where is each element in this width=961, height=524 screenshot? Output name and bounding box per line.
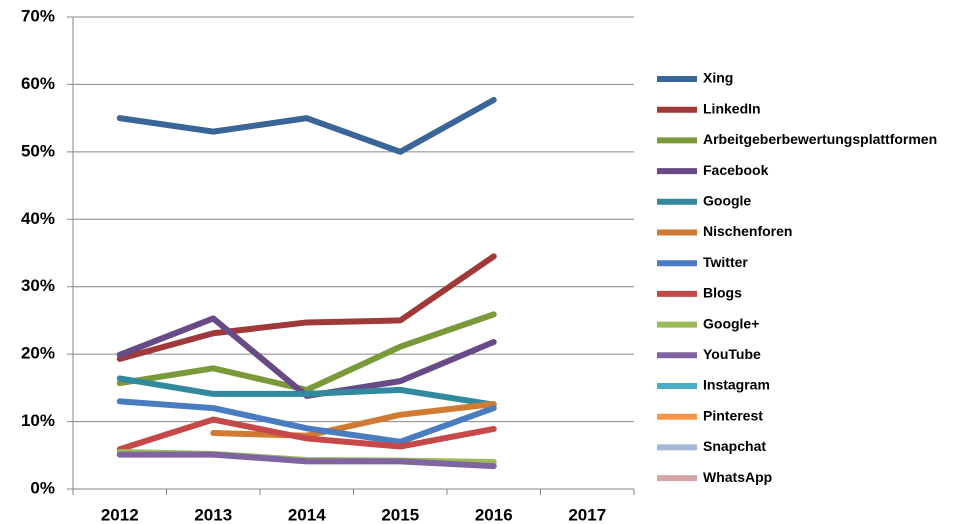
series-line (116, 253, 497, 362)
x-tick-label: 2014 (288, 505, 326, 524)
y-tick-label: 30% (21, 276, 55, 295)
legend-label: Xing (703, 70, 733, 86)
legend-label: Instagram (703, 377, 770, 393)
legend-label: YouTube (703, 346, 761, 362)
series-line (210, 401, 497, 439)
series-line (116, 311, 497, 393)
x-tick-label: 2013 (194, 505, 232, 524)
legend-label: Blogs (703, 285, 742, 301)
y-tick-label: 70% (21, 6, 55, 25)
x-tick-label: 2016 (475, 505, 513, 524)
x-tick-label: 2017 (568, 505, 606, 524)
legend-label: Arbeitgeberbewertungsplattformen (703, 131, 937, 147)
legend-label: Snapchat (703, 438, 766, 454)
y-tick-label: 10% (21, 411, 55, 430)
y-tick-label: 50% (21, 141, 55, 160)
legend-label: Google+ (703, 315, 759, 331)
series-line (116, 96, 497, 155)
series-line (116, 398, 497, 445)
y-tick-label: 60% (21, 74, 55, 93)
x-tick-label: 2012 (101, 505, 139, 524)
series-line (116, 315, 497, 399)
legend-label: Nischenforen (703, 223, 792, 239)
legend-label: WhatsApp (703, 469, 772, 485)
series-line (116, 416, 497, 453)
legend-label: Google (703, 193, 751, 209)
y-tick-label: 40% (21, 209, 55, 228)
y-tick-label: 20% (21, 344, 55, 363)
legend-label: Twitter (703, 254, 748, 270)
series-line (116, 451, 497, 470)
x-tick-label: 2015 (381, 505, 419, 524)
legend-label: LinkedIn (703, 100, 761, 116)
legend-label: Pinterest (703, 407, 763, 423)
series-line (116, 375, 497, 408)
y-tick-label: 0% (30, 478, 55, 497)
legend-label: Facebook (703, 162, 769, 178)
